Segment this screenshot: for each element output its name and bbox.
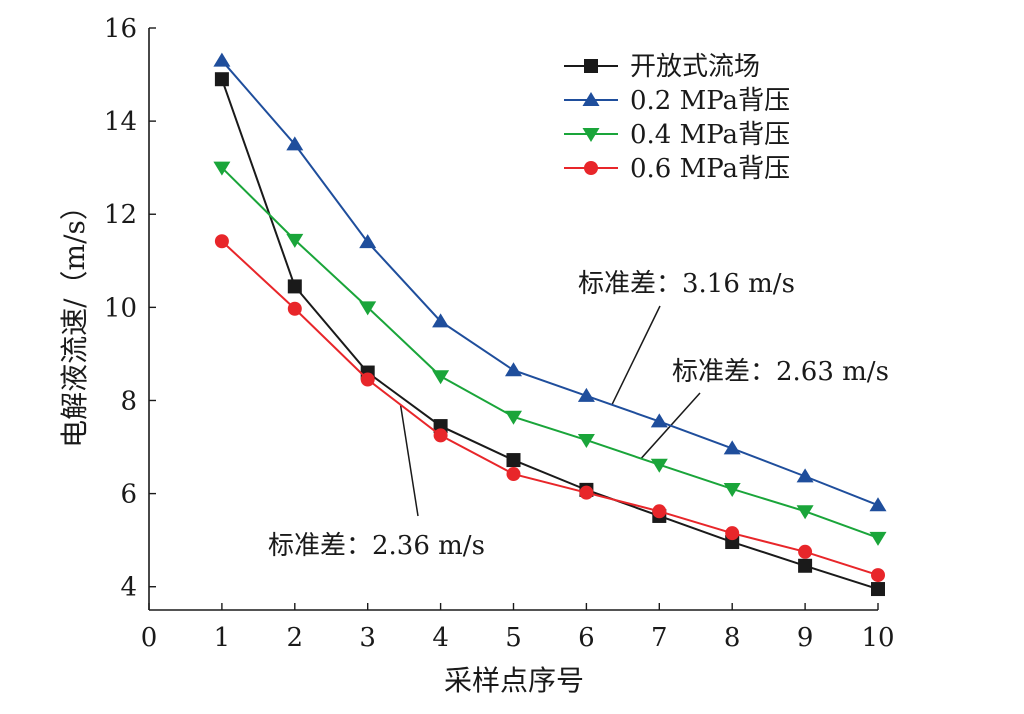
series-layer	[213, 52, 887, 597]
x-tick-label: 0	[141, 623, 158, 653]
annotation-label: 标准差：2.63 m/s	[672, 357, 889, 387]
annotation-leader	[611, 305, 661, 406]
data-point	[652, 504, 667, 519]
series-line	[221, 59, 879, 507]
x-tick-label: 8	[724, 623, 741, 653]
data-point	[433, 428, 448, 443]
data-point	[798, 558, 813, 573]
legend-entry: 0.4 MPa背压	[564, 120, 790, 150]
x-tick-label: 10	[861, 623, 894, 653]
x-tick-label: 5	[505, 623, 522, 653]
y-tick-label: 4	[120, 573, 137, 603]
legend: 开放式流场 0.2 MPa背压 0.4 MPa背压 0.6 MPa背压	[564, 52, 790, 184]
y-tick-label: 10	[104, 293, 137, 323]
x-tick-label: 6	[578, 623, 595, 653]
legend-marker	[584, 161, 598, 175]
series-line	[221, 240, 879, 577]
data-point	[723, 440, 741, 455]
data-point	[869, 531, 887, 546]
annotation-leaders	[399, 305, 701, 517]
annotation-leader	[399, 404, 419, 517]
annotation-label: 标准差：2.36 m/s	[268, 531, 485, 561]
y-tick-label: 6	[120, 480, 137, 510]
data-point	[214, 234, 229, 249]
legend-label: 0.6 MPa背压	[630, 154, 790, 184]
legend-label: 0.4 MPa背压	[630, 120, 790, 150]
x-tick-label: 3	[359, 623, 376, 653]
data-point	[798, 544, 813, 559]
x-tick-label: 2	[287, 623, 304, 653]
data-point	[577, 434, 595, 449]
series-line	[221, 166, 879, 539]
data-point	[725, 526, 740, 541]
data-point	[577, 387, 595, 402]
data-point	[287, 279, 302, 294]
data-point	[506, 453, 521, 468]
data-point	[871, 568, 885, 583]
legend-marker	[584, 59, 598, 73]
y-tick-label: 16	[104, 14, 137, 44]
data-point	[360, 372, 375, 387]
data-point	[359, 234, 377, 249]
data-point	[359, 301, 377, 316]
legend-marker	[582, 92, 600, 106]
data-point	[796, 468, 814, 483]
x-tick-label: 4	[432, 623, 449, 653]
legend-label: 0.2 MPa背压	[630, 86, 790, 116]
y-tick-label: 8	[120, 386, 137, 416]
legend-entry: 开放式流场	[564, 52, 760, 82]
data-point	[505, 410, 522, 425]
y-axis-title: 电解液流速/（m/s）	[58, 192, 91, 448]
series-4	[214, 234, 885, 583]
data-point	[506, 467, 521, 482]
legend-entry: 0.6 MPa背压	[564, 154, 790, 184]
data-point	[869, 497, 887, 512]
data-point	[796, 505, 814, 520]
y-tick-label: 12	[104, 200, 137, 230]
series-3	[213, 161, 887, 546]
data-point	[432, 313, 450, 328]
data-point	[213, 52, 231, 67]
series-2	[213, 52, 887, 512]
x-tick-label: 1	[214, 623, 231, 653]
series-1	[214, 72, 885, 597]
legend-label: 开放式流场	[630, 52, 760, 82]
data-point	[286, 136, 304, 151]
annotation-label: 标准差：3.16 m/s	[578, 269, 795, 299]
x-tick-label: 7	[651, 623, 668, 653]
data-point	[723, 482, 741, 497]
legend-entry: 0.2 MPa背压	[564, 86, 790, 116]
x-axis-title: 采样点序号	[444, 664, 584, 697]
data-point	[432, 370, 450, 385]
data-point	[214, 72, 229, 87]
legend-marker	[582, 128, 600, 142]
data-point	[505, 362, 522, 377]
series-line	[220, 78, 879, 591]
data-point	[650, 413, 668, 428]
y-tick-label: 14	[104, 107, 137, 137]
data-point	[287, 301, 302, 316]
data-point	[871, 582, 885, 597]
data-point	[213, 161, 231, 176]
x-tick-label: 9	[797, 623, 814, 653]
data-point	[286, 233, 304, 248]
annotations: 标准差：3.16 m/s 标准差：2.63 m/s 标准差：2.36 m/s	[268, 269, 889, 561]
data-point	[579, 485, 594, 500]
data-point	[650, 458, 668, 473]
